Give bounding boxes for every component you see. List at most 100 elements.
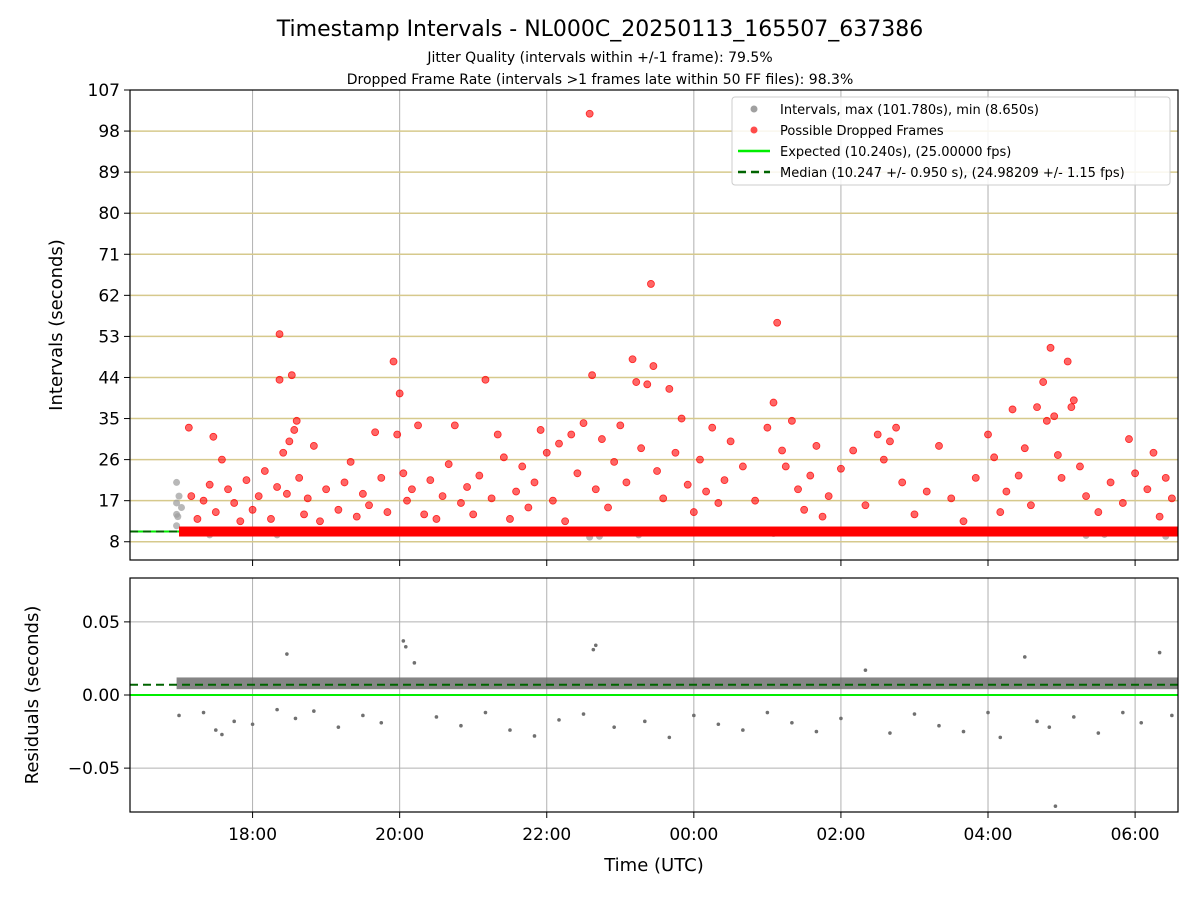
- dropped-frame-point: [275, 375, 284, 384]
- dropped-frame-point: [481, 375, 490, 384]
- dropped-frame-point: [1149, 448, 1158, 457]
- residual-point: [986, 710, 990, 715]
- dropped-frame-point: [837, 464, 845, 473]
- top-y-tick-label: 26: [98, 451, 120, 471]
- legend-swatch-intervals: [750, 105, 758, 113]
- top-y-tick-label: 107: [88, 81, 120, 101]
- residual-point: [177, 713, 181, 718]
- dropped-frame-point: [818, 512, 827, 521]
- dropped-frame-point: [781, 462, 790, 471]
- residual-point: [765, 710, 770, 715]
- dropped-frame-point: [1033, 403, 1041, 412]
- bottom-axes-frame: [129, 577, 1179, 813]
- interval-point: [173, 522, 181, 530]
- residual-point: [336, 725, 341, 729]
- legend-box: [731, 96, 1171, 186]
- top-y-tick-label: 71: [98, 245, 120, 265]
- dropped-frame-point: [637, 444, 646, 453]
- dropped-frame-point: [463, 483, 471, 491]
- dropped-frame-point: [1067, 403, 1076, 412]
- dropped-frame-point: [585, 109, 594, 118]
- bottom-y-tick-label: 0.05: [82, 613, 120, 633]
- dropped-frame-point: [389, 357, 398, 366]
- dropped-frame-point: [898, 478, 907, 487]
- dropped-frame-point: [530, 478, 539, 487]
- dropped-frame-point: [218, 455, 226, 464]
- top-y-tick-label: 44: [98, 368, 120, 388]
- dropped-frame-point: [352, 512, 361, 521]
- dropped-frame-point: [205, 480, 214, 489]
- dropped-frame-point: [959, 517, 968, 526]
- intervals-plot: 8 17 26 35 44 53 62 71 80 89 98 107: [88, 81, 1179, 566]
- dropped-frame-point: [643, 380, 652, 389]
- residual-point: [459, 723, 463, 728]
- top-y-tick-label: 98: [98, 122, 120, 142]
- dropped-frame-point: [892, 423, 900, 432]
- chart-title: Timestamp Intervals - NL000C_20250113_16…: [276, 17, 923, 42]
- dropped-frame-point: [861, 501, 870, 510]
- residual-point: [361, 713, 365, 718]
- dropped-frame-point: [1143, 485, 1152, 494]
- residual-point: [912, 712, 917, 716]
- dropped-frame-point: [295, 473, 304, 482]
- dropped-frame-point: [990, 453, 999, 462]
- dropped-frame-point: [1042, 416, 1051, 425]
- residual-point: [508, 728, 512, 732]
- top-y-tick-label: 62: [98, 286, 120, 306]
- dropped-frame-point: [1057, 473, 1066, 482]
- dropped-frame-point: [316, 517, 324, 526]
- dropped-frame-point: [426, 476, 435, 485]
- dropped-frame-point: [628, 355, 637, 364]
- dropped-frame-point: [211, 508, 220, 516]
- dropped-frame-point: [365, 501, 373, 510]
- dropped-frame-point: [493, 430, 502, 439]
- dropped-frame-point: [971, 473, 980, 482]
- dropped-frame-point: [420, 510, 429, 519]
- bottom-y-tick-label: −0.05: [68, 759, 120, 779]
- residual-point: [403, 644, 408, 649]
- dropped-frame-point: [209, 432, 218, 441]
- dropped-frame-point: [1053, 451, 1062, 459]
- dropped-frame-point: [1125, 435, 1133, 443]
- dropped-frame-point: [778, 446, 786, 455]
- dropped-frame-point: [273, 483, 281, 491]
- residuals-band: [176, 677, 1179, 690]
- dropped-frame-point: [346, 457, 355, 466]
- residual-point: [790, 720, 794, 725]
- dropped-frame-point: [254, 492, 263, 501]
- dropped-frame-point: [665, 384, 674, 393]
- residual-point: [1047, 725, 1052, 729]
- dropped-frame-point: [677, 414, 686, 423]
- top-y-tick-label: 80: [98, 204, 120, 224]
- residual-point: [937, 723, 941, 728]
- dropped-frame-point: [279, 448, 288, 457]
- dropped-frame-point: [184, 423, 193, 432]
- interval-point: [173, 478, 181, 486]
- residual-point: [401, 639, 406, 643]
- dropped-frame-point: [438, 492, 447, 501]
- dropped-frame-point: [659, 494, 668, 503]
- residual-point: [250, 722, 255, 727]
- dropped-frame-point: [290, 426, 299, 434]
- residual-point: [275, 707, 279, 712]
- dropped-frame-point: [377, 473, 386, 482]
- dropped-frame-point: [358, 489, 367, 498]
- dropped-frame-point: [683, 480, 692, 489]
- dropped-frame-point: [230, 499, 239, 507]
- dropped-frame-point: [1155, 512, 1164, 521]
- residual-point: [1157, 650, 1162, 655]
- residual-point: [643, 719, 647, 724]
- dropped-frame-point: [236, 517, 245, 526]
- dropped-frame-point: [849, 446, 858, 455]
- residual-point: [379, 720, 384, 725]
- residual-point: [591, 647, 596, 652]
- dropped-frame-point: [457, 499, 465, 507]
- residual-point: [293, 716, 298, 721]
- dropped-frame-point: [591, 485, 600, 494]
- dropped-frame-point: [647, 280, 655, 288]
- dropped-frame-point: [1118, 499, 1127, 507]
- dropped-frame-point: [1094, 508, 1103, 516]
- dropped-frame-point: [300, 510, 308, 519]
- dropped-frame-point: [738, 462, 747, 471]
